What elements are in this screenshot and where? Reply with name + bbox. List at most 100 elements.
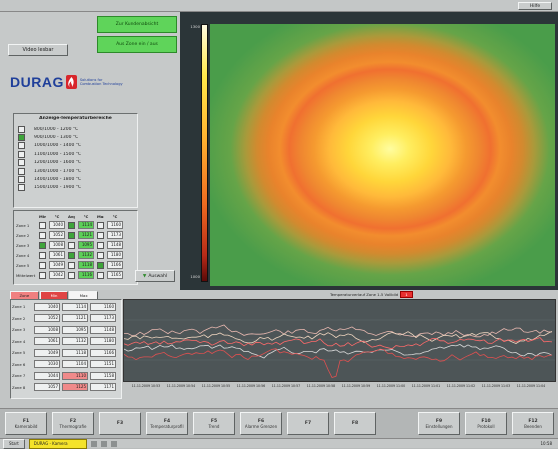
function-tab-f2[interactable]: F2 Thermografie [52,412,94,435]
function-tab-label: Alarme Grenzen [244,423,278,429]
time-axis-label: 11.11.2009 10:59 [341,384,371,388]
trend-row-value: 1158 [90,371,116,380]
function-tab-key: F3 [116,421,124,426]
range-label: 1400/1000 - 1800 °C [34,177,82,183]
zone-checkbox[interactable] [39,271,46,279]
logo-brand: DURAG [10,74,64,90]
zone-checkbox[interactable] [68,271,75,279]
range-checkbox[interactable] [18,134,25,142]
trend-row-value: 1125 [62,383,88,392]
trend-row-value: 1171 [90,383,116,392]
zone-checkbox[interactable] [68,251,75,259]
function-tab-label: Protokoll [477,423,495,429]
help-button[interactable]: Hilfe [518,2,552,10]
select-button[interactable]: ▼ Auswahl [135,270,175,282]
trend-row-value: 1160 [90,302,116,311]
trend-row-value: 1061 [34,337,60,346]
taskbar-icon[interactable] [100,440,107,447]
range-checkbox[interactable] [18,150,25,158]
zone-checkbox[interactable] [39,231,46,239]
zone-checkbox[interactable] [97,271,104,279]
zone-checkbox[interactable] [39,261,46,269]
trend-header-badge[interactable]: 1 [400,291,413,298]
trend-row-value: 1151 [90,360,116,369]
durag-logo: DURAG Solutions for Combustion Technolog… [10,71,130,93]
range-option[interactable]: 900/1000 - 1300 °C [18,133,133,142]
function-tab-f12[interactable]: F12 Beenden [512,412,554,435]
video-button[interactable]: Video lesbar [8,44,68,56]
zone-min-value: 1008 [49,241,65,249]
zone-row: Zone 2 1052 1121 1173 [16,230,135,240]
trend-chart[interactable] [123,299,556,382]
customer-view-button[interactable]: Zur Kundenabsicht [97,16,177,33]
trend-series-line [124,337,553,350]
time-axis-label: 11.11.2009 10:54 [166,384,196,388]
zone-checkbox[interactable] [68,221,75,229]
range-checkbox[interactable] [18,167,25,175]
taskbar-icon[interactable] [90,440,97,447]
zone-checkbox[interactable] [68,261,75,269]
zone-avg-value: 1118 [78,261,94,269]
zone-label: Zone 4 [16,252,30,258]
trend-row-value: 1095 [62,325,88,334]
zone-min-value: 1052 [49,231,65,239]
range-option[interactable]: 1300/1000 - 1700 °C [18,167,133,175]
function-tab-key: F4 [163,418,171,424]
function-tab-f6[interactable]: F6 Alarme Grenzen [240,412,282,435]
zone-checkbox[interactable] [97,221,104,229]
function-tab-f4[interactable]: F4 Temperaturprofil [146,412,188,435]
zone-checkbox[interactable] [97,251,104,259]
function-tab-f9[interactable]: F9 Einstellungen [418,412,460,435]
function-tab-f8[interactable]: F8 [334,412,376,435]
range-option[interactable]: 1000/1000 - 1400 °C [18,142,133,150]
zone-checkbox[interactable] [97,241,104,249]
zone-checkbox[interactable] [39,241,46,249]
trend-row-value: 1049 [34,348,60,357]
trend-row-value: 1180 [90,337,116,346]
time-axis-label: 11.11.2009 11:00 [376,384,406,388]
zone-max-value: 1166 [107,261,123,269]
function-bar: F1 Kamerabild F2 Thermografie F3 F4 Temperatur… [0,408,558,438]
active-window-tab[interactable]: DURAG - Kamera [28,438,87,449]
start-button[interactable]: Start [3,438,25,449]
zone-toggle-button[interactable]: Aus Zone ein / aus [97,36,177,53]
taskbar-icon[interactable] [110,440,117,447]
function-tab-f10[interactable]: F10 Protokoll [465,412,507,435]
range-checkbox[interactable] [18,142,25,150]
range-option[interactable]: 1500/1000 - 1900 °C [18,184,133,192]
range-option[interactable]: 1100/1000 - 1500 °C [18,150,133,158]
function-tab-f3[interactable]: F3 [99,412,141,435]
zone-checkbox[interactable] [97,261,104,269]
range-checkbox[interactable] [18,125,25,133]
zone-checkbox[interactable] [97,231,104,239]
range-option[interactable]: 1200/1000 - 1600 °C [18,159,133,167]
zone-checkbox[interactable] [68,241,75,249]
range-checkbox[interactable] [18,184,25,192]
zone-max-value: 1160 [107,221,123,229]
function-tab-key: F1 [22,418,30,424]
trend-value-row: Zone 3 1008 1095 1148 [12,324,120,336]
function-tab-f1[interactable]: F1 Kamerabild [5,412,47,435]
function-tab-f5[interactable]: F5 Trend [193,412,235,435]
trend-row-value: 1173 [90,314,116,323]
range-option[interactable]: 1400/1000 - 1800 °C [18,175,133,184]
function-tab-label: Einstellungen [425,423,453,429]
trend-row-value: 1132 [62,337,88,346]
color-scale-bar [201,24,208,282]
trend-series-line [124,324,553,338]
trend-value-row: Zone 7 1044 1110 1158 [12,370,120,382]
range-checkbox[interactable] [18,159,25,167]
zone-label: Zone 1 [16,222,30,228]
zone-checkbox[interactable] [68,231,75,239]
thermal-image[interactable] [210,24,555,286]
range-checkbox[interactable] [18,176,25,184]
time-axis-label: 11.11.2009 11:02 [446,384,476,388]
time-axis-label: 11.11.2009 10:57 [271,384,301,388]
zone-checkbox[interactable] [39,221,46,229]
zone-checkbox[interactable] [39,251,46,259]
function-tab-f7[interactable]: F7 [287,412,329,435]
function-tab-label: Thermografie [59,423,87,429]
zones-header-cell: Avg [68,214,75,219]
function-tab-label: Temperaturprofil [150,423,184,429]
range-option[interactable]: 800/1000 - 1200 °C [18,125,133,133]
